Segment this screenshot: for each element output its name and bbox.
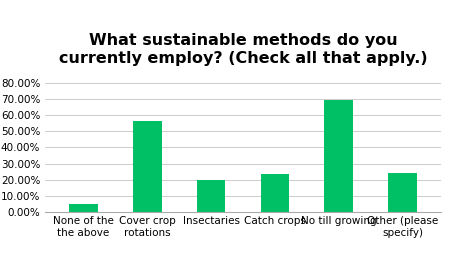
Bar (324, 100, 353, 212)
Bar (197, 180, 225, 212)
Bar (388, 173, 417, 212)
Bar (261, 174, 289, 212)
Bar (133, 122, 162, 212)
Bar (69, 204, 98, 212)
Text: What sustainable methods do you
currently employ? (Check all that apply.): What sustainable methods do you currentl… (58, 33, 428, 66)
